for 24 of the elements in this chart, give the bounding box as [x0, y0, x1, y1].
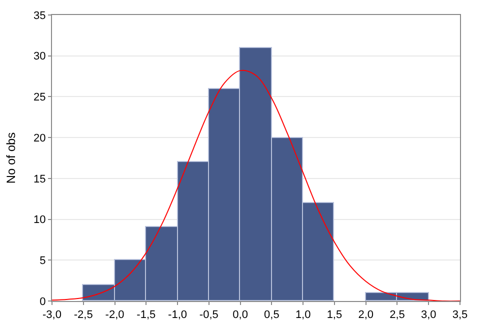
x-tick-label: 3,5 [452, 309, 468, 322]
y-tick-label: 10 [34, 214, 46, 226]
x-tick-label: -2,5 [74, 309, 93, 322]
x-tick-label: -0,5 [199, 309, 218, 322]
line-series [52, 70, 460, 301]
x-tick-label: 0,0 [232, 309, 248, 322]
x-tick-label: 3,0 [420, 309, 436, 322]
x-tick-label: -1,5 [136, 309, 156, 322]
x-tick-label: -2,0 [105, 309, 124, 322]
y-tick-label: 30 [34, 50, 46, 63]
x-tick-label: 1,5 [326, 309, 342, 322]
x-tick-label: 0,5 [264, 309, 280, 322]
y-axis-title: No of obs [4, 132, 18, 184]
x-tick-label: -3,0 [42, 309, 62, 322]
x-tick-label: 1,0 [295, 309, 311, 322]
y-tick-label: 35 [34, 10, 46, 22]
x-tick-label: 2,0 [358, 309, 374, 322]
y-tick-label: 25 [34, 92, 46, 104]
y-tick-label: 5 [40, 254, 46, 267]
x-tick-label: 2,5 [390, 309, 405, 322]
y-tick-label: 15 [34, 173, 46, 186]
y-tick-label: 20 [34, 132, 46, 144]
x-tick-label: -1,0 [168, 309, 188, 322]
y-tick-label: 0 [40, 296, 46, 308]
